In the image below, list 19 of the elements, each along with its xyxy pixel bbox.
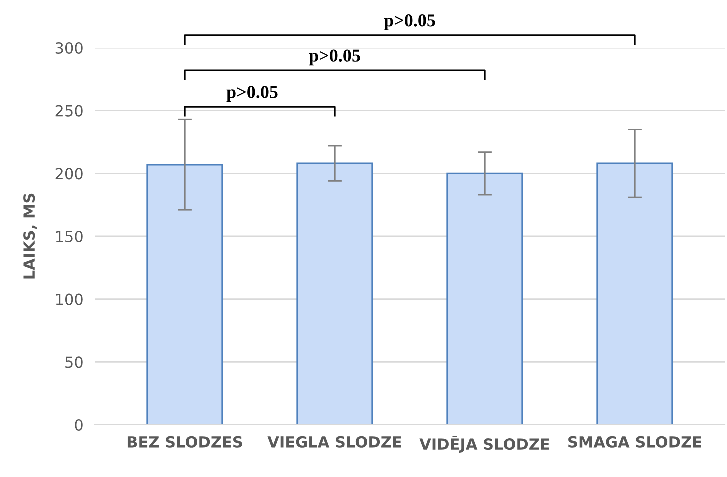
x-tick-label: SMAGA SLODZE: [568, 436, 702, 448]
y-axis-title: LAIKS, MS: [24, 194, 38, 279]
annotation: p>0.05: [309, 50, 360, 66]
y-tick-label: 250: [56, 105, 83, 117]
y-tick-label: 50: [66, 356, 83, 368]
x-tick-label: VIDĒJA SLODZE: [420, 436, 550, 453]
bar: [446, 172, 524, 425]
bar: [146, 164, 224, 425]
annotation: p>0.05: [226, 86, 278, 102]
bar: [596, 162, 674, 425]
y-tick-label: 100: [56, 294, 83, 306]
y-tick-label: 200: [56, 168, 83, 180]
x-tick-label: VIEGLA SLODZE: [268, 436, 402, 448]
x-tick-label: BEZ SLODZES: [128, 436, 242, 448]
text: p>0.05: [384, 14, 436, 30]
y-tick-label: 300: [56, 42, 83, 54]
y-tick-label: 150: [56, 230, 83, 243]
y-tick-label: 0: [75, 419, 83, 432]
bar: [296, 162, 374, 425]
